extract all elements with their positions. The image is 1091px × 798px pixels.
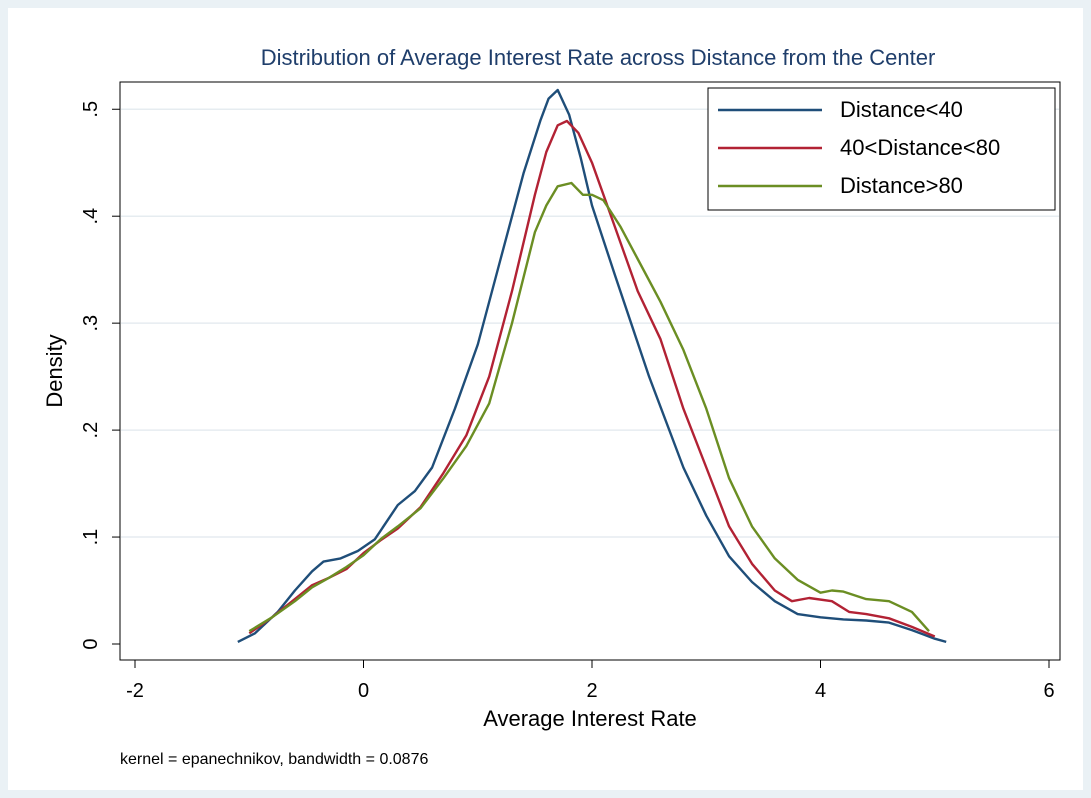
legend-items: Distance<40 40<Distance<80 Distance>80: [718, 97, 1000, 198]
x-tick-label: -2: [126, 680, 144, 702]
x-axis-label: Average Interest Rate: [483, 706, 697, 731]
x-tick-label: 0: [358, 680, 369, 702]
y-tick-label: .2: [80, 422, 102, 439]
series-line: [248, 181, 930, 633]
y-tick-label: .1: [80, 529, 102, 546]
legend-label: 40<Distance<80: [840, 135, 1000, 160]
x-tick-label: 4: [815, 680, 826, 702]
y-tick-label: .4: [80, 208, 102, 225]
legend-box: [707, 87, 1056, 211]
chart-title: Distribution of Average Interest Rate ac…: [261, 45, 936, 70]
y-axis-label: Density: [42, 334, 67, 407]
gridlines: [121, 108, 1059, 538]
legend: Distance<40 40<Distance<80 Distance>80: [707, 87, 1056, 211]
series-lines: [237, 88, 947, 644]
axes: 0 .1 .2 .3 .4 .5 -2 0 2 4 6: [80, 101, 1055, 702]
x-tick-label: 6: [1043, 680, 1054, 702]
y-tick-label: 0: [80, 638, 102, 649]
legend-label: Distance>80: [840, 173, 963, 198]
legend-label: Distance<40: [840, 97, 963, 122]
kernel-note: kernel = epanechnikov, bandwidth = 0.087…: [120, 751, 428, 768]
y-tick-label: .5: [80, 101, 102, 118]
series-line: [237, 88, 947, 644]
x-tick-label: 2: [586, 680, 597, 702]
y-tick-label: .3: [80, 315, 102, 332]
